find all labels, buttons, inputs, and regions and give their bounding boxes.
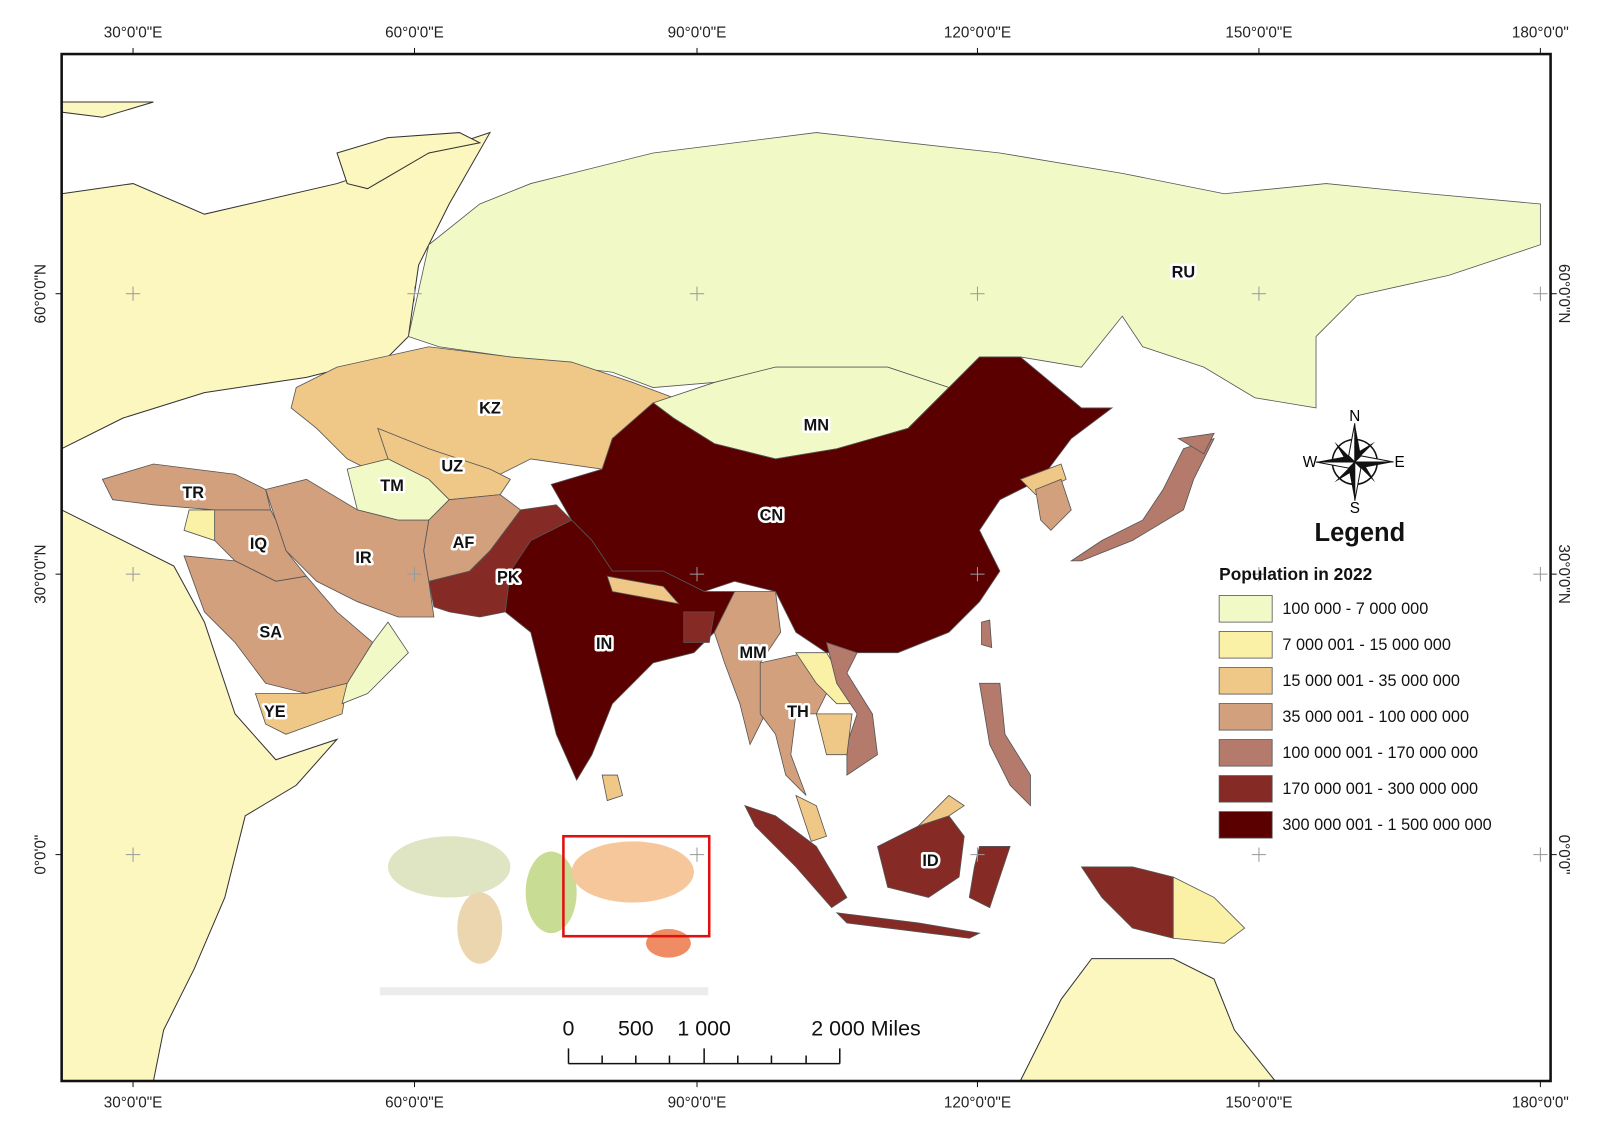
legend-swatch bbox=[1218, 631, 1273, 659]
country bbox=[601, 774, 624, 802]
longitude-label: 180°0'0" bbox=[1512, 25, 1569, 42]
longitude-label: 30°0'0"E bbox=[104, 25, 163, 42]
legend-subtitle: Population in 2022 bbox=[1219, 564, 1372, 584]
country bbox=[835, 912, 981, 939]
legend-label: 300 000 001 - 1 500 000 000 bbox=[1282, 816, 1491, 834]
map-frame bbox=[60, 52, 1552, 1083]
scale-label: 500 bbox=[618, 1017, 654, 1041]
longitude-label: 90°0'0"E bbox=[668, 25, 727, 42]
scale-label: 2 000 Miles bbox=[811, 1017, 920, 1041]
country-label: PK bbox=[497, 569, 520, 587]
latitude-label: 0°0'0" bbox=[1555, 835, 1572, 875]
country bbox=[918, 794, 965, 827]
country-labels: RU MN KZ UZ TM TR IQ IR AF PK SA YE IN CN MM TH ID bbox=[180, 261, 1198, 873]
legend-label: 7 000 001 - 15 000 000 bbox=[1282, 636, 1451, 654]
country-label: MN bbox=[804, 417, 829, 435]
inset-map bbox=[379, 834, 711, 996]
country bbox=[979, 682, 1031, 807]
country-label: UZ bbox=[441, 457, 463, 475]
country bbox=[265, 478, 435, 618]
country bbox=[795, 794, 828, 842]
legend-label: 100 000 - 7 000 000 bbox=[1282, 600, 1428, 618]
country-label: IQ bbox=[250, 535, 267, 553]
longitude-label: 60°0'0"E bbox=[385, 1094, 444, 1111]
country-label: CN bbox=[760, 506, 784, 524]
country bbox=[183, 509, 216, 542]
legend-label: 15 000 001 - 35 000 000 bbox=[1282, 672, 1460, 690]
legend-swatch bbox=[1218, 811, 1273, 839]
legend: 100 000 - 7 000 000 7 000 001 - 15 000 00… bbox=[1218, 595, 1492, 839]
country bbox=[504, 519, 736, 782]
compass: N E S W bbox=[1303, 408, 1405, 517]
country bbox=[606, 575, 680, 605]
country-label: AF bbox=[453, 534, 475, 552]
country-label: MM bbox=[740, 644, 767, 662]
country-label: IN bbox=[596, 635, 612, 653]
compass-w: W bbox=[1303, 454, 1318, 471]
longitude-label: 150°0'0"E bbox=[1225, 25, 1292, 42]
latitude-label: 60°0'0"N bbox=[1555, 264, 1572, 323]
country bbox=[341, 621, 409, 705]
country-label: TH bbox=[787, 703, 809, 721]
country bbox=[1035, 478, 1072, 531]
longitude-label: 150°0'0"E bbox=[1225, 1094, 1292, 1111]
country bbox=[407, 132, 1541, 409]
graticule-labels: 30°0'0"E 30°0'0"E 60°0'0"E 60°0'0"E 90°0'0"E… bbox=[32, 25, 1572, 1112]
country bbox=[683, 611, 715, 643]
scale-label: 0 bbox=[563, 1017, 575, 1041]
country bbox=[550, 356, 1114, 654]
country-label: KZ bbox=[479, 399, 501, 417]
latitude-label: 30°0'0"N bbox=[32, 544, 49, 603]
graticule-crosses bbox=[125, 286, 1548, 862]
country-label: RU bbox=[1172, 264, 1196, 282]
scale-label: 1 000 bbox=[677, 1017, 731, 1041]
country-label: YE bbox=[264, 703, 286, 721]
scale-bar bbox=[567, 1048, 841, 1065]
longitude-label: 120°0'0"E bbox=[944, 1094, 1011, 1111]
legend-label: 100 000 001 - 170 000 000 bbox=[1282, 744, 1478, 762]
legend-swatch bbox=[1218, 739, 1273, 767]
longitude-label: 60°0'0"E bbox=[385, 25, 444, 42]
country bbox=[744, 804, 848, 909]
compass-e: E bbox=[1395, 454, 1405, 471]
country-label: TM bbox=[380, 477, 404, 495]
longitude-label: 90°0'0"E bbox=[668, 1094, 727, 1111]
legend-label: 170 000 001 - 300 000 000 bbox=[1282, 780, 1478, 798]
country-label: ID bbox=[922, 852, 939, 870]
country bbox=[254, 682, 348, 735]
country-label: TR bbox=[182, 484, 204, 502]
legend-swatch bbox=[1218, 667, 1273, 695]
countries bbox=[101, 132, 1541, 944]
longitude-label: 30°0'0"E bbox=[104, 1094, 163, 1111]
country-label: IR bbox=[355, 549, 372, 567]
legend-swatch bbox=[1218, 703, 1273, 731]
country bbox=[815, 713, 853, 756]
compass-s: S bbox=[1350, 500, 1360, 517]
longitude-label: 120°0'0"E bbox=[944, 25, 1011, 42]
country-label: SA bbox=[259, 624, 282, 642]
latitude-label: 60°0'0"N bbox=[32, 264, 49, 323]
country bbox=[1069, 437, 1215, 562]
country bbox=[1177, 432, 1215, 455]
country bbox=[1172, 876, 1246, 944]
compass-n: N bbox=[1349, 408, 1360, 425]
longitude-label: 180°0'0" bbox=[1512, 1094, 1569, 1111]
country bbox=[981, 619, 993, 649]
latitude-label: 30°0'0"N bbox=[1555, 544, 1572, 603]
legend-label: 35 000 001 - 100 000 000 bbox=[1282, 708, 1469, 726]
legend-swatch bbox=[1218, 595, 1273, 623]
legend-title: Legend bbox=[1315, 519, 1406, 547]
country bbox=[968, 846, 1011, 909]
latitude-label: 0°0'0" bbox=[32, 835, 49, 875]
country bbox=[825, 641, 878, 776]
country bbox=[1019, 463, 1067, 496]
legend-swatch bbox=[1218, 775, 1273, 803]
base-land bbox=[61, 101, 1277, 1082]
